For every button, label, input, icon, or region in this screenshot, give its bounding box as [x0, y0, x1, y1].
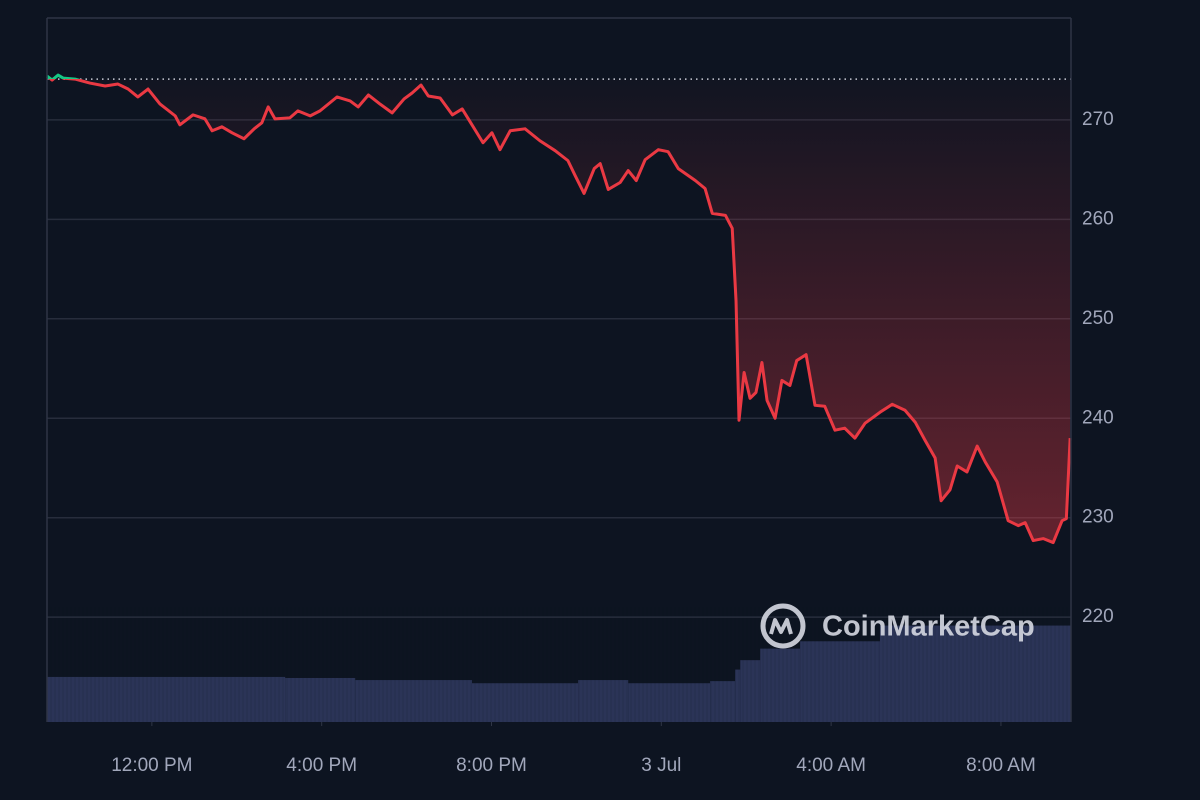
volume-bar [710, 681, 736, 722]
x-tick-label: 8:00 PM [456, 755, 527, 776]
volume-bar [800, 641, 880, 722]
y-tick-label: 250 [1082, 308, 1114, 329]
volume-bar [628, 683, 711, 722]
y-tick-label: 260 [1082, 208, 1114, 229]
loss-area [47, 79, 1071, 543]
y-tick-label: 220 [1082, 606, 1114, 627]
line-layer [46, 73, 1072, 545]
volume-layer [46, 607, 1071, 722]
x-tick-label: 8:00 AM [966, 755, 1036, 776]
volume-bar [471, 683, 579, 722]
watermark: CoinMarketCap [760, 603, 1035, 649]
volume-bar [285, 677, 356, 722]
volume-bar [578, 680, 629, 722]
x-tick-label: 3 Jul [641, 755, 681, 776]
price-line [46, 73, 1072, 545]
volume-bar [735, 669, 741, 722]
x-tick-label: 12:00 PM [111, 755, 192, 776]
y-tick-label: 270 [1082, 109, 1114, 130]
watermark-text: CoinMarketCap [822, 611, 1035, 643]
volume-bar [355, 680, 472, 722]
volume-bar [740, 660, 761, 722]
y-tick-label: 240 [1082, 407, 1114, 428]
volume-bar [879, 625, 1071, 722]
logo-mark [769, 618, 793, 635]
logo [760, 603, 806, 649]
x-tick-label: 4:00 AM [796, 755, 866, 776]
x-tick-label: 4:00 PM [286, 755, 357, 776]
volume-bar [47, 676, 286, 722]
y-tick-label: 230 [1082, 507, 1114, 528]
volume-bar [760, 648, 801, 722]
